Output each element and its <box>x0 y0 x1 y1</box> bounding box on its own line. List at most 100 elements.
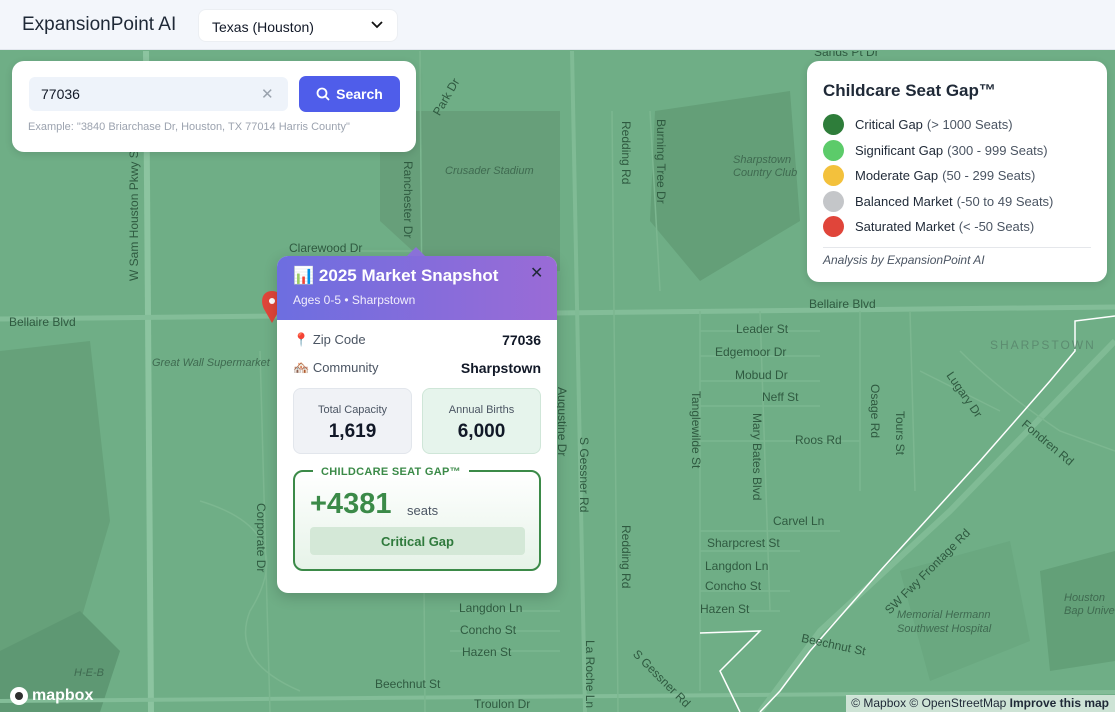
map-label: Carvel Ln <box>773 514 825 528</box>
map-label: Concho St <box>460 623 517 637</box>
legend-swatch <box>823 113 844 135</box>
map-label: Corporate Dr <box>254 503 268 573</box>
total-capacity-label: Total Capacity <box>317 404 388 416</box>
map-label: Bellaire Blvd <box>9 315 76 329</box>
legend-swatch <box>823 190 844 212</box>
popup-pointer <box>407 247 425 256</box>
pin-icon: 📍 <box>293 332 310 347</box>
legend-item: Critical Gap (> 1000 Seats) <box>823 113 1013 135</box>
search-input[interactable] <box>29 77 288 111</box>
map-label: Leader St <box>736 322 789 336</box>
map-label: Clarewood Dr <box>289 241 363 255</box>
map-label: Osage Rd <box>868 384 882 439</box>
search-button[interactable]: Search <box>299 76 400 112</box>
map-label: W Sam Houston Pkwy S <box>127 150 141 281</box>
close-icon[interactable]: ✕ <box>530 265 544 282</box>
map-label: Sands Pt Dr <box>814 51 879 59</box>
legend-item: Significant Gap (300 - 999 Seats) <box>823 139 1048 161</box>
seat-gap-card: CHILDCARE SEAT GAP™ +4381 seats Critical… <box>293 466 541 571</box>
seat-gap-tag: CHILDCARE SEAT GAP™ <box>313 466 469 478</box>
legend-range: (50 - 299 Seats) <box>942 167 1036 183</box>
map-label: Beechnut St <box>375 677 441 691</box>
location-marker <box>262 291 282 323</box>
clear-icon[interactable]: ✕ <box>261 86 274 103</box>
legend-range: (-50 to 49 Seats) <box>956 193 1054 209</box>
legend-label: Significant Gap <box>855 142 944 158</box>
map-label: S Gessner Rd <box>577 437 591 513</box>
houses-icon: 🏘️ <box>293 360 310 375</box>
legend-title: Childcare Seat Gap™ <box>823 81 996 100</box>
legend-range: (300 - 999 Seats) <box>947 142 1048 158</box>
map-label: Burning Tree Dr <box>654 119 668 204</box>
community-label: 🏘️ Community <box>293 360 379 375</box>
region-select[interactable]: Texas (Houston) <box>198 9 398 42</box>
chevron-down-icon <box>371 21 383 29</box>
legend-panel: Childcare Seat Gap™ Critical Gap (> 1000… <box>807 61 1107 282</box>
map-label: Neff St <box>762 390 799 404</box>
popup-header: 📊 2025 Market Snapshot Ages 0-5 • Sharps… <box>277 256 557 320</box>
search-panel: ✕ Search Example: "3840 Briarchase Dr, H… <box>12 61 416 152</box>
map-label: Langdon Ln <box>705 559 769 573</box>
map-label: Mobud Dr <box>735 368 788 382</box>
region-select-value: Texas (Houston) <box>212 19 314 35</box>
chart-icon: 📊 <box>293 266 315 285</box>
map-label: Memorial Hermann Southwest Hospital <box>897 609 992 635</box>
map-label: Sharpstown Country Club <box>733 154 798 179</box>
map-label: Hazen St <box>462 645 512 659</box>
zip-code-value: 77036 <box>502 332 541 348</box>
attribution-text[interactable]: © Mapbox © OpenStreetMap <box>851 696 1007 710</box>
annual-births-card: Annual Births 6,000 <box>422 388 541 454</box>
popup-title: 📊 2025 Market Snapshot <box>293 266 498 286</box>
app-header: ExpansionPoint AI Texas (Houston) <box>0 0 1115 50</box>
mapbox-wordmark: mapbox <box>32 687 94 704</box>
legend-swatch <box>823 164 844 186</box>
seat-gap-status: Critical Gap <box>310 527 525 555</box>
market-snapshot-popup: 📊 2025 Market Snapshot Ages 0-5 • Sharps… <box>277 247 557 593</box>
map-label: H-E-B <box>74 667 104 679</box>
search-icon <box>316 87 330 101</box>
map-label: Langdon Ln <box>459 601 523 615</box>
search-button-label: Search <box>336 86 383 102</box>
legend-label: Critical Gap <box>855 116 923 132</box>
map-label: Mary Bates Blvd <box>750 413 764 501</box>
map-label: Tours St <box>893 411 907 456</box>
legend-range: (> 1000 Seats) <box>926 116 1013 132</box>
app-title: ExpansionPoint AI <box>22 14 177 35</box>
total-capacity-value: 1,619 <box>328 421 377 442</box>
map-label: Hazen St <box>700 602 750 616</box>
legend-label: Balanced Market <box>855 193 953 209</box>
map-label: Sharpcrest St <box>707 536 780 550</box>
legend-item: Moderate Gap (50 - 299 Seats) <box>823 164 1035 186</box>
legend-item: Balanced Market (-50 to 49 Seats) <box>823 190 1053 212</box>
map-label: Concho St <box>705 579 762 593</box>
map-label: La Roche Ln <box>583 640 597 709</box>
legend-swatch <box>823 139 844 161</box>
map-attribution: © Mapbox © OpenStreetMap Improve this ma… <box>846 695 1115 712</box>
legend-credit: Analysis by ExpansionPoint AI <box>823 253 985 267</box>
search-hint: Example: "3840 Briarchase Dr, Houston, T… <box>28 121 350 133</box>
map-label: Crusader Stadium <box>445 165 534 177</box>
popup-title-text: 2025 Market Snapshot <box>318 266 499 285</box>
map-label: Redding Rd <box>619 525 633 589</box>
improve-map-link[interactable]: Improve this map <box>1009 696 1109 710</box>
map-label: Augustine Dr <box>555 387 569 457</box>
seat-gap-value: +4381 <box>310 488 392 520</box>
legend-range: (< -50 Seats) <box>958 218 1035 234</box>
map-label: SHARPSTOWN <box>990 338 1096 352</box>
map-label: Redding Rd <box>619 121 633 185</box>
map-label: Great Wall Supermarket <box>152 357 270 369</box>
community-value: Sharpstown <box>460 360 541 376</box>
annual-births-label: Annual Births <box>448 404 515 416</box>
annual-births-value: 6,000 <box>457 421 506 442</box>
map-base-layer <box>0 51 1115 712</box>
mapbox-icon <box>10 687 28 705</box>
legend-swatch <box>823 215 844 237</box>
map-label: Ranchester Dr <box>401 161 415 239</box>
map-label: Tanglewilde St <box>689 391 703 469</box>
legend-label: Saturated Market <box>855 218 955 234</box>
map-label: Roos Rd <box>795 433 842 447</box>
map-label: Troulon Dr <box>474 697 531 711</box>
map-label: Edgemoor Dr <box>715 345 787 359</box>
map-label: Bellaire Blvd <box>809 297 876 311</box>
mapbox-logo[interactable]: mapbox <box>10 687 93 705</box>
